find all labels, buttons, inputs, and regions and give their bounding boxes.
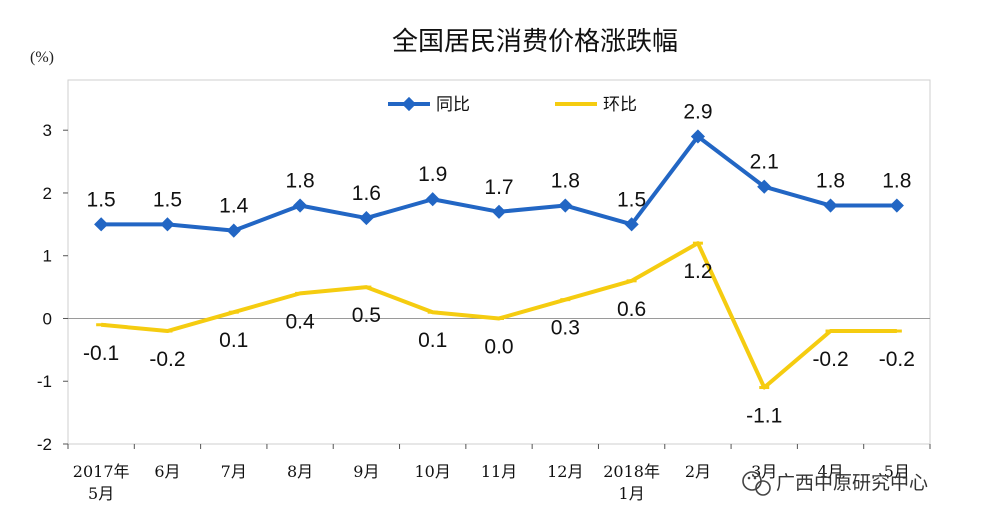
chart-title: 全国居民消费价格涨跌幅 xyxy=(392,27,678,57)
data-label: 0.5 xyxy=(352,304,381,327)
data-point xyxy=(891,329,902,333)
data-point xyxy=(359,210,374,226)
data-label: 1.8 xyxy=(882,170,911,193)
data-label: 1.6 xyxy=(352,182,381,205)
data-label: 1.5 xyxy=(87,188,116,211)
watermark: 广西中原研究中心 xyxy=(742,471,928,496)
data-label: 1.2 xyxy=(683,260,712,283)
data-point xyxy=(361,285,372,289)
series-2: -0.1 -0.2 0.1 0.4 0.5 0.1 0.0 0.3 0.6 1.2 -1.1 -0.2… xyxy=(83,241,915,428)
y-unit-label: (%) xyxy=(30,49,54,66)
x-tick-label: 2月 xyxy=(685,462,711,481)
y-axis: 3 2 1 0 -1 -2 xyxy=(37,121,68,454)
y-tick-label: 3 xyxy=(43,121,52,140)
x-tick-label: 10月 xyxy=(415,462,451,481)
data-label: 0.0 xyxy=(484,335,513,358)
data-label: 0.3 xyxy=(551,317,580,340)
x-tick-label: 6月 xyxy=(154,462,180,481)
x-tick-label: 5月 xyxy=(884,462,910,481)
data-point xyxy=(425,192,440,207)
data-point xyxy=(293,198,308,213)
data-label: -0.2 xyxy=(149,348,185,371)
wechat-icon xyxy=(742,471,771,496)
series-layer: 1.5 1.5 1.4 1.8 1.6 1.9 1.7 1.8 1.5 2.9 2.1 1.8 1.8 -… xyxy=(83,100,915,427)
data-label: -0.2 xyxy=(879,348,915,371)
data-point xyxy=(690,129,705,144)
plot-area xyxy=(67,79,931,445)
y-tick-label: 0 xyxy=(43,309,52,328)
data-label: 1.5 xyxy=(153,188,182,211)
data-label: -0.2 xyxy=(812,348,848,371)
data-label: -1.1 xyxy=(746,405,782,428)
data-point xyxy=(757,179,772,194)
data-label: 0.1 xyxy=(418,329,447,352)
data-point xyxy=(560,298,571,302)
y-tick-label: 1 xyxy=(43,247,52,266)
data-label: 0.6 xyxy=(617,298,646,321)
data-point xyxy=(692,241,703,245)
legend-marker xyxy=(401,96,417,112)
data-label: -0.1 xyxy=(83,342,119,365)
data-point xyxy=(295,291,306,295)
data-label: 0.1 xyxy=(219,329,248,352)
x-tick-label: 3月 xyxy=(751,462,777,481)
data-point xyxy=(823,198,838,213)
x-tick-label: 5月 xyxy=(88,484,114,503)
data-point xyxy=(162,329,173,333)
data-point xyxy=(825,329,836,333)
x-axis: 2017年 5月 6月 7月 8月 9月 10月 11月 12月 2018年 1月 2月 3月 4月 5月 xyxy=(67,444,931,503)
data-point xyxy=(491,204,507,219)
x-tick-label: 1月 xyxy=(619,484,645,503)
data-point xyxy=(427,310,438,314)
y-tick-label: -2 xyxy=(37,435,52,454)
series-1: 1.5 1.5 1.4 1.8 1.6 1.9 1.7 1.8 1.5 2.9 2.1 1.8 1.8 xyxy=(87,100,911,238)
data-label: 1.5 xyxy=(617,188,646,211)
data-label: 1.4 xyxy=(219,195,249,218)
data-point xyxy=(228,310,239,314)
legend-label: 同比 xyxy=(436,95,470,115)
data-point xyxy=(626,279,637,283)
data-point xyxy=(759,386,770,390)
data-point xyxy=(624,217,639,232)
data-label: 1.8 xyxy=(816,170,845,193)
data-point xyxy=(494,316,504,320)
data-point xyxy=(96,323,107,327)
y-tick-label: -1 xyxy=(37,372,52,391)
watermark-text: 广西中原研究中心 xyxy=(776,472,928,494)
data-label: 1.8 xyxy=(551,170,580,193)
x-tick-label: 2017年 xyxy=(73,462,130,481)
data-label: 1.9 xyxy=(418,163,447,186)
x-tick-label: 9月 xyxy=(353,462,379,481)
legend-label: 环比 xyxy=(603,95,637,115)
x-tick-label: 2018年 xyxy=(603,462,660,481)
data-point xyxy=(160,217,175,232)
x-tick-label: 12月 xyxy=(547,462,583,481)
x-tick-label: 4月 xyxy=(817,462,843,481)
x-tick-label: 8月 xyxy=(287,462,313,481)
data-point xyxy=(226,223,241,238)
y-tick-label: 2 xyxy=(43,184,52,203)
data-point xyxy=(558,198,573,213)
data-label: 0.4 xyxy=(285,310,315,333)
data-label: 2.1 xyxy=(750,151,779,174)
data-label: 1.8 xyxy=(285,170,314,193)
data-label: 2.9 xyxy=(683,100,712,123)
x-tick-label: 7月 xyxy=(221,462,247,481)
data-label: 1.7 xyxy=(484,176,513,199)
data-point xyxy=(889,198,904,213)
x-tick-label: 11月 xyxy=(481,462,517,481)
legend: 同比 环比 xyxy=(388,95,637,115)
